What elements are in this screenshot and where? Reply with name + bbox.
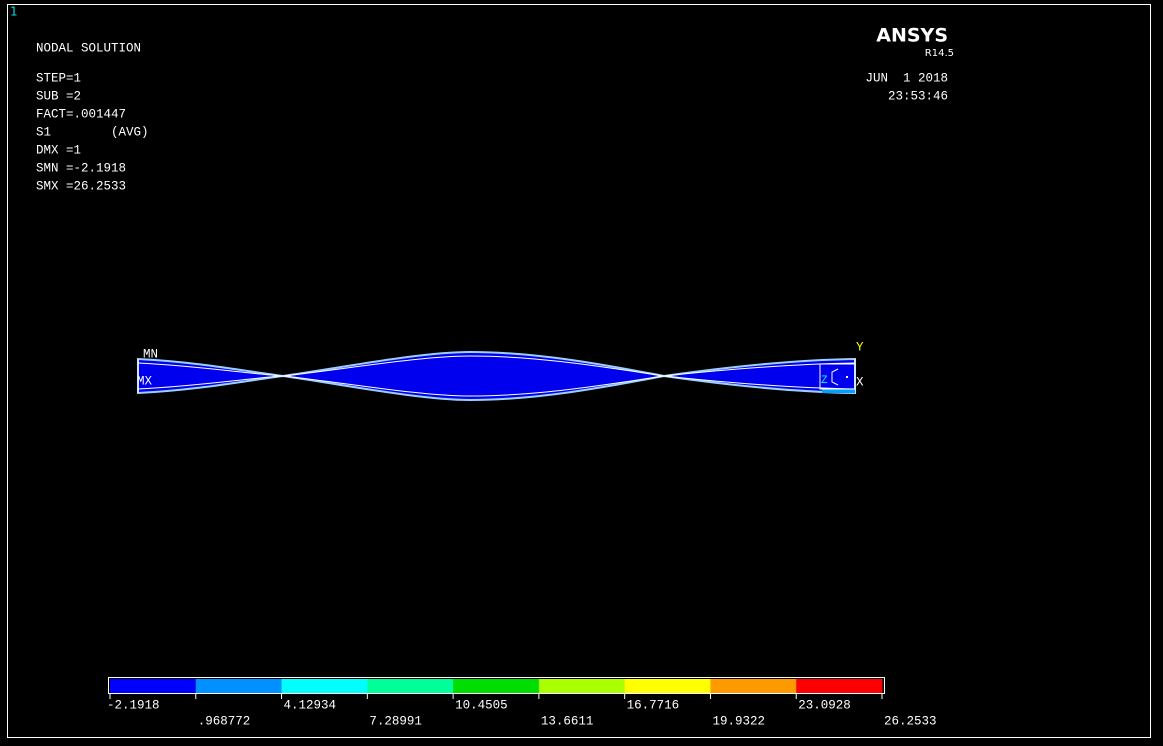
legend-swatch — [796, 679, 882, 693]
legend-label: 23.0928 — [798, 698, 851, 712]
time: 23:53:46 — [888, 89, 948, 103]
ansys-window: 1 NODAL SOLUTION STEP=1 SUB =2 FACT=.00144… — [0, 0, 1163, 746]
max-label: MX — [137, 374, 153, 388]
date: JUN 1 2018 — [865, 71, 948, 85]
legend-swatch — [710, 679, 796, 693]
legend-label: 26.2533 — [884, 714, 937, 728]
info-line: S1 (AVG) — [36, 125, 149, 139]
version: R14.5 — [925, 48, 954, 59]
legend-label: 16.7716 — [627, 698, 680, 712]
legend-label: 13.6611 — [541, 714, 594, 728]
legend-swatch — [196, 679, 282, 693]
axis-x-label: X — [856, 375, 864, 389]
legend-label: 7.28991 — [369, 714, 422, 728]
page: 1 NODAL SOLUTION STEP=1 SUB =2 FACT=.00144… — [0, 0, 1163, 746]
info-line: SMX =26.2533 — [36, 179, 126, 193]
legend-swatch — [110, 679, 196, 693]
info-line: SUB =2 — [36, 89, 81, 103]
legend-label: 19.9322 — [712, 714, 765, 728]
window-number: 1 — [10, 5, 18, 19]
info-line: STEP=1 — [36, 71, 81, 85]
legend-swatch — [367, 679, 453, 693]
legend-swatch — [539, 679, 625, 693]
info-line: DMX =1 — [36, 143, 81, 157]
legend-swatch — [625, 679, 711, 693]
legend-swatch — [453, 679, 539, 693]
legend-label: 10.4505 — [455, 698, 508, 712]
legend-label: 4.12934 — [284, 698, 337, 712]
axis-z-label: Z — [821, 375, 828, 387]
support-region — [822, 389, 855, 393]
triad-origin — [846, 376, 848, 378]
title: NODAL SOLUTION — [36, 41, 141, 55]
info-line: FACT=.001447 — [36, 107, 126, 121]
legend-label: .968772 — [198, 714, 251, 728]
info-line: SMN =-2.1918 — [36, 161, 126, 175]
min-label: MN — [143, 347, 158, 361]
logo: ANSYS — [876, 25, 948, 47]
legend-label: -2.1918 — [107, 698, 160, 712]
legend-swatch — [282, 679, 368, 693]
axis-y-label: Y — [856, 340, 864, 354]
